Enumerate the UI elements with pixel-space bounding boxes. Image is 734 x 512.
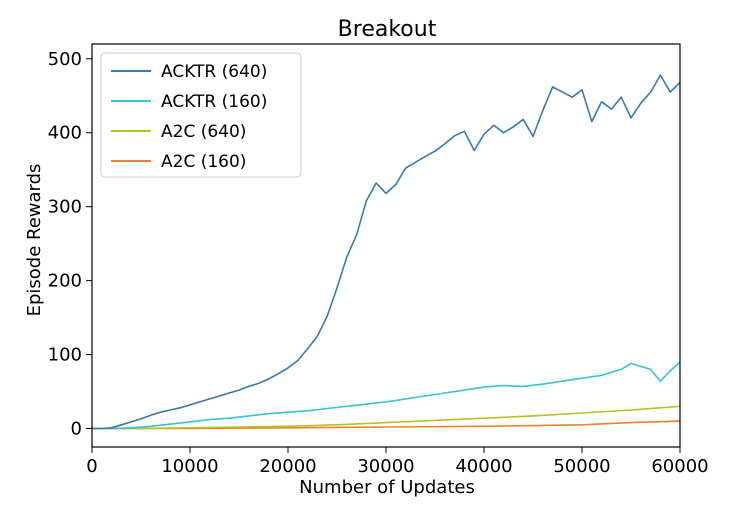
- legend-label: ACKTR (640): [161, 62, 267, 82]
- x-axis-ticks: 0 10000 20000 30000 40000 50000 60000: [86, 447, 709, 477]
- chart-title: Breakout: [338, 17, 437, 42]
- x-tick-label: 20000: [259, 456, 316, 477]
- y-axis-ticks: 0 100 200 300 400 500: [48, 49, 92, 440]
- y-tick-label: 400: [48, 123, 82, 144]
- y-tick-label: 200: [48, 271, 82, 292]
- series-lines: [92, 74, 681, 430]
- series-line: [92, 405, 681, 430]
- legend-label: A2C (640): [161, 122, 246, 142]
- series-line: [92, 420, 681, 430]
- x-tick-label: 60000: [651, 456, 708, 477]
- x-tick-label: 40000: [455, 456, 512, 477]
- y-tick-label: 100: [48, 345, 82, 366]
- legend: ACKTR (640) ACKTR (160) A2C (640) A2C (160): [100, 52, 302, 178]
- series-line: [92, 361, 681, 430]
- plot-frame: [91, 43, 681, 448]
- y-axis-label: Episode Rewards: [24, 164, 45, 317]
- x-tick-label: 10000: [161, 456, 218, 477]
- x-tick-label: 50000: [553, 456, 610, 477]
- y-tick-label: 300: [48, 197, 82, 218]
- x-axis-label: Number of Updates: [299, 477, 475, 498]
- x-tick-label: 0: [86, 456, 97, 477]
- y-tick-label: 0: [71, 419, 82, 440]
- x-tick-label: 30000: [357, 456, 414, 477]
- y-tick-label: 500: [48, 49, 82, 70]
- legend-label: ACKTR (160): [161, 92, 267, 112]
- legend-box: [100, 52, 302, 178]
- series-line: [92, 74, 681, 430]
- legend-label: A2C (160): [161, 152, 246, 172]
